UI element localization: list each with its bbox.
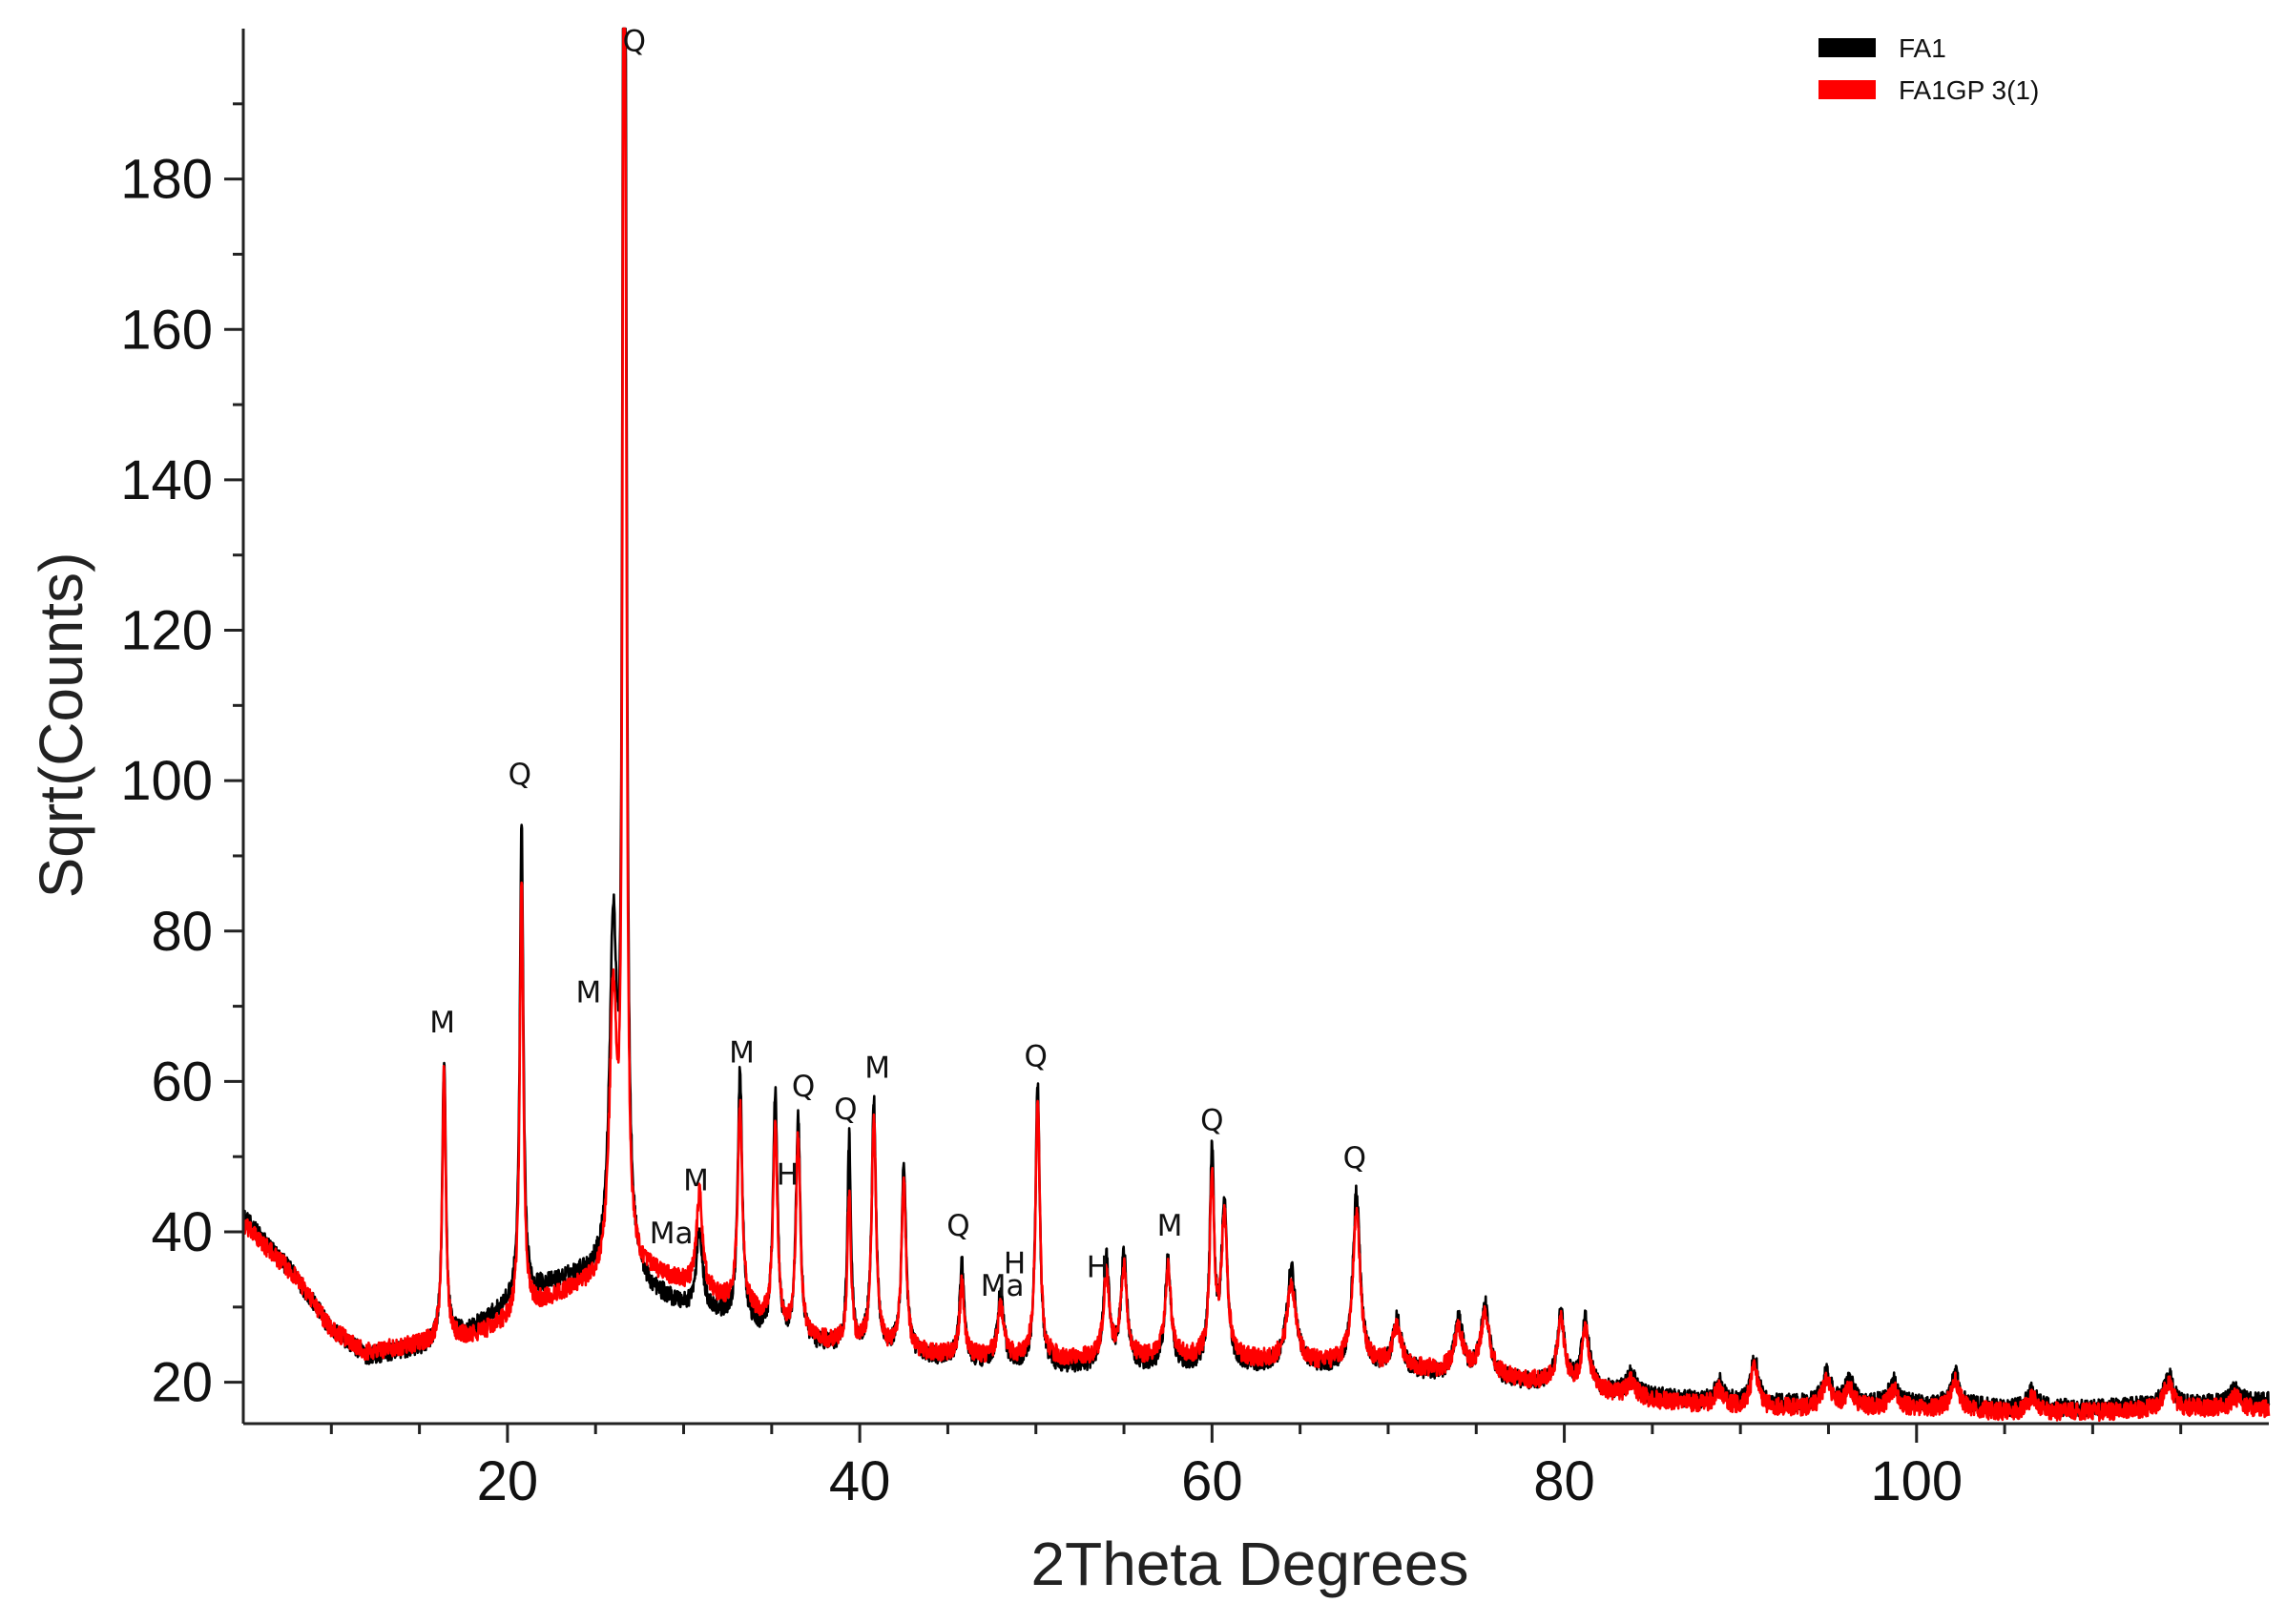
y-axis-ticks: 20 40 60 80 100 120 140 160 180 bbox=[120, 102, 243, 1414]
legend-swatch bbox=[1818, 38, 1876, 57]
y-tick-label: 180 bbox=[120, 149, 213, 211]
peak-label: M bbox=[1157, 1209, 1183, 1243]
peak-label: Ma bbox=[650, 1217, 694, 1251]
x-tick-label: 100 bbox=[1870, 1450, 1963, 1512]
x-tick-label: 60 bbox=[1181, 1450, 1243, 1512]
peak-label: H bbox=[1004, 1246, 1026, 1280]
y-axis-title: Sqrt(Counts) bbox=[27, 552, 95, 899]
peak-label: Q bbox=[792, 1070, 815, 1104]
y-tick-label: 80 bbox=[151, 901, 213, 963]
x-axis-ticks: 20 40 60 80 100 bbox=[329, 1424, 2183, 1512]
peak-label: Q bbox=[1343, 1141, 1366, 1176]
x-tick-label: 20 bbox=[477, 1450, 539, 1512]
y-tick-label: 40 bbox=[151, 1201, 213, 1263]
peak-label: M bbox=[683, 1164, 709, 1198]
y-tick-label: 20 bbox=[151, 1352, 213, 1414]
y-tick-label: 120 bbox=[120, 600, 213, 662]
peak-label: M bbox=[729, 1036, 755, 1071]
peak-label: H bbox=[1087, 1250, 1109, 1284]
peak-label: Q bbox=[623, 25, 646, 59]
axes: 20 40 60 80 100 20 40 60 80 100 120 140 160 180 bbox=[120, 29, 2269, 1512]
y-tick-label: 160 bbox=[120, 299, 213, 361]
peak-label: Q bbox=[1025, 1040, 1048, 1074]
peak-label: Q bbox=[1200, 1104, 1223, 1138]
legend-label: FA1 bbox=[1899, 33, 1946, 63]
y-tick-label: 60 bbox=[151, 1051, 213, 1113]
peak-label: Ma bbox=[981, 1269, 1025, 1303]
peak-label: Q bbox=[509, 758, 531, 792]
peak-label: M bbox=[429, 1006, 455, 1040]
x-tick-label: 40 bbox=[829, 1450, 891, 1512]
peak-label: Q bbox=[946, 1209, 969, 1243]
x-axis-title: 2Theta Degrees bbox=[1031, 1530, 1469, 1598]
y-tick-label: 140 bbox=[120, 449, 213, 511]
legend: FA1 FA1GP 3(1) bbox=[1818, 33, 2039, 105]
legend-swatch bbox=[1818, 80, 1876, 99]
peak-label: Q bbox=[834, 1093, 857, 1127]
y-tick-label: 100 bbox=[120, 750, 213, 812]
series-line bbox=[241, 27, 2271, 1423]
peak-label: M bbox=[575, 976, 601, 1010]
peak-label: M bbox=[864, 1051, 890, 1085]
x-tick-label: 80 bbox=[1533, 1450, 1595, 1512]
peak-label: H bbox=[777, 1157, 799, 1192]
series-layer bbox=[241, 27, 2271, 1423]
legend-label: FA1GP 3(1) bbox=[1899, 75, 2039, 105]
